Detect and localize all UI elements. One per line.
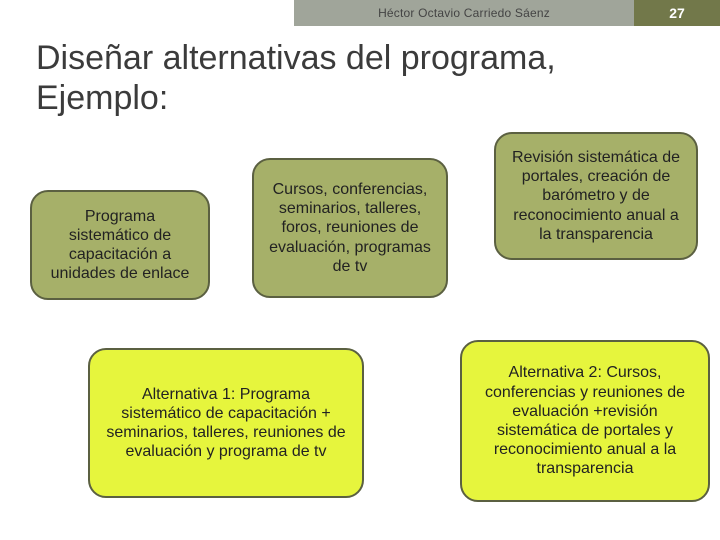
box-text: Alternativa 2: Cursos, conferencias y re… <box>476 363 694 478</box>
page-number: 27 <box>669 5 685 21</box>
box-cursos-conferencias: Cursos, conferencias, seminarios, taller… <box>252 158 448 298</box>
box-text: Revisión sistemática de portales, creaci… <box>510 148 682 244</box>
box-text: Alternativa 1: Programa sistemático de c… <box>104 385 348 462</box>
box-programa-sistematico: Programa sistemático de capacitación a u… <box>30 190 210 300</box>
author-bar: Héctor Octavio Carriedo Sáenz <box>294 0 634 26</box>
box-revision-sistematica: Revisión sistemática de portales, creaci… <box>494 132 698 260</box>
topbar: Héctor Octavio Carriedo Sáenz 27 <box>294 0 720 26</box>
box-text: Cursos, conferencias, seminarios, taller… <box>268 180 432 276</box>
page-number-bar: 27 <box>634 0 720 26</box>
box-alternativa-2: Alternativa 2: Cursos, conferencias y re… <box>460 340 710 502</box>
slide: Héctor Octavio Carriedo Sáenz 27 Diseñar… <box>0 0 720 540</box>
box-text: Programa sistemático de capacitación a u… <box>46 207 194 284</box>
box-alternativa-1: Alternativa 1: Programa sistemático de c… <box>88 348 364 498</box>
page-title: Diseñar alternativas del programa, Ejemp… <box>36 38 676 118</box>
author-text: Héctor Octavio Carriedo Sáenz <box>378 6 550 20</box>
